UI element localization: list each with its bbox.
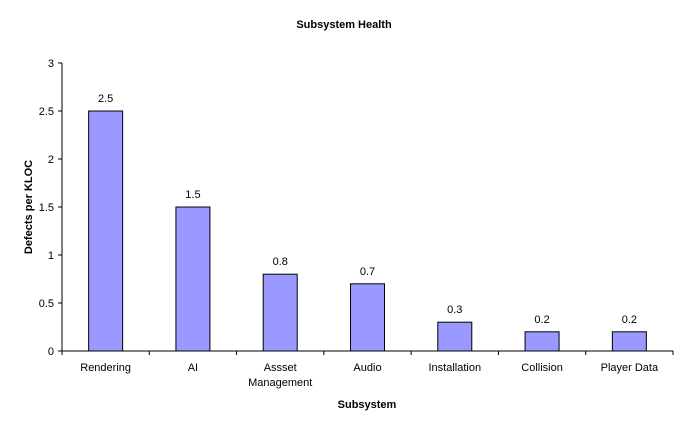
y-tick-label: 0.5 (39, 298, 54, 310)
y-tick-label: 0 (48, 346, 54, 358)
x-category-label: Collision (521, 362, 563, 374)
x-axis-title: Subsystem (338, 399, 397, 411)
x-category-label: Audio (353, 362, 381, 374)
data-label: 0.2 (622, 314, 637, 326)
bar (262, 273, 298, 352)
bar (437, 321, 473, 352)
y-tick-label: 2.5 (39, 106, 54, 118)
x-category-label: Management (248, 377, 312, 389)
x-category-label: Player Data (601, 362, 659, 374)
data-label: 0.7 (360, 266, 375, 278)
y-axis-title: Defects per KLOC (23, 160, 35, 254)
data-label: 2.5 (98, 93, 113, 105)
x-category-label: Rendering (80, 362, 131, 374)
y-tick-label: 3 (48, 58, 54, 70)
bar (611, 331, 647, 352)
x-category-label: AI (188, 362, 198, 374)
chart-title: Subsystem Health (296, 19, 392, 31)
bar (350, 283, 385, 352)
x-category-label: Assset (264, 362, 297, 374)
x-category-label: Installation (428, 362, 481, 374)
bar (524, 331, 560, 352)
bar (88, 110, 124, 352)
data-label: 0.3 (447, 304, 462, 316)
plot-area: 0 0.5 1 1.5 2 2.5 3 2.5 Rendering 1.5 AI 0.8 Assset M… (39, 58, 674, 389)
y-tick-label: 2 (48, 154, 54, 166)
y-tick-label: 1.5 (39, 202, 54, 214)
y-tick-label: 1 (48, 250, 54, 262)
data-label: 0.8 (273, 256, 288, 268)
data-label: 0.2 (534, 314, 549, 326)
data-label: 1.5 (185, 189, 200, 201)
bar (175, 206, 211, 352)
